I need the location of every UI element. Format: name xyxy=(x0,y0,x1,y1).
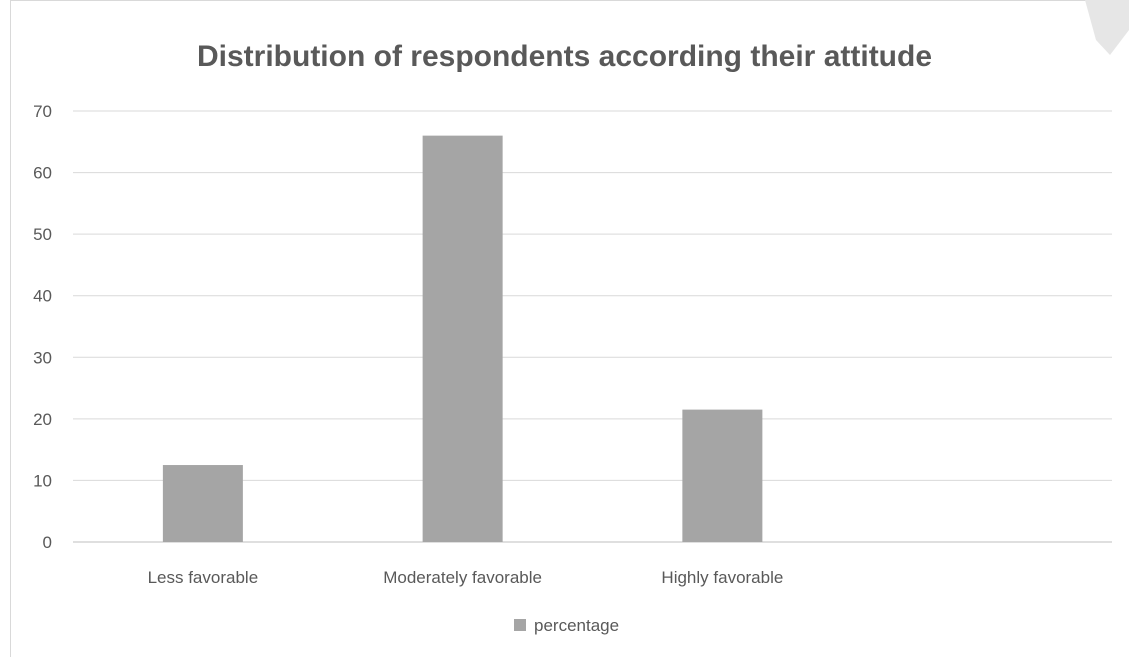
bar xyxy=(422,135,503,542)
y-tick-label: 20 xyxy=(33,410,52,429)
bar xyxy=(682,409,763,542)
legend-swatch xyxy=(514,619,526,631)
y-tick-label: 0 xyxy=(43,533,52,552)
legend-label: percentage xyxy=(534,616,619,635)
y-tick-label: 40 xyxy=(33,287,52,306)
y-tick-label: 50 xyxy=(33,225,52,244)
y-tick-label: 30 xyxy=(33,348,52,367)
bar xyxy=(162,465,243,542)
y-tick-label: 70 xyxy=(33,102,52,121)
x-axis-labels: Less favorable Moderately favorable Highly… xyxy=(148,568,784,587)
legend: percentage xyxy=(514,616,619,635)
x-tick-label: Highly favorable xyxy=(661,568,783,587)
bars xyxy=(162,135,763,542)
x-tick-label: Moderately favorable xyxy=(383,568,542,587)
chart-title: Distribution of respondents according th… xyxy=(196,40,933,73)
y-tick-label: 10 xyxy=(33,471,52,490)
chart-frame xyxy=(10,0,1129,657)
corner-watermark xyxy=(1085,0,1129,55)
x-tick-label: Less favorable xyxy=(148,568,259,587)
gridlines xyxy=(73,110,1112,543)
y-tick-label: 60 xyxy=(33,164,52,183)
y-axis-ticks: 0 10 20 30 40 50 60 70 xyxy=(33,102,52,552)
